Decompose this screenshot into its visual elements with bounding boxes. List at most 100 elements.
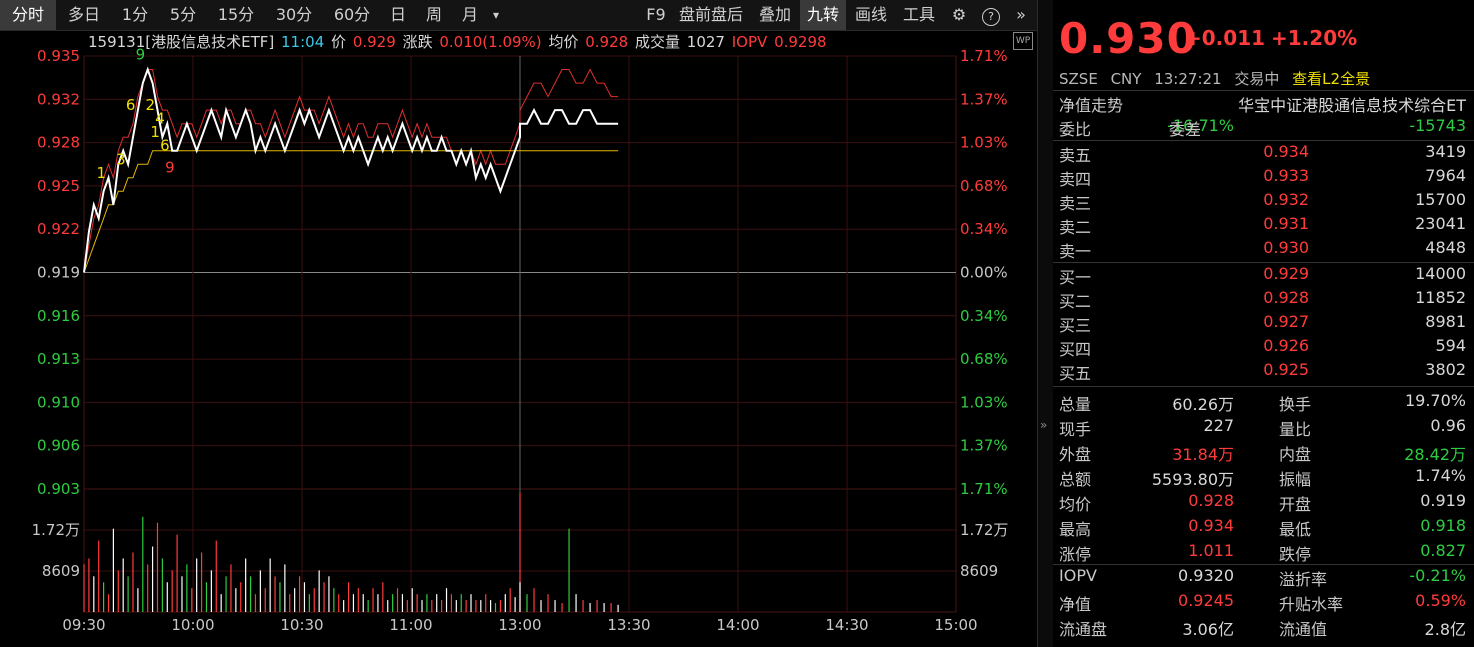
separator xyxy=(1053,386,1474,387)
iopv-label: IOPV xyxy=(731,33,768,51)
stat-value: 3.06亿 xyxy=(1182,620,1234,639)
market-meta: SZSE CNY 13:27:21 交易中 查看L2全景 xyxy=(1059,68,1378,89)
stat-value: 0.928 xyxy=(1188,491,1234,510)
ask-volume: 23041 xyxy=(1415,214,1466,233)
nav-trend-label[interactable]: 净值走势 xyxy=(1059,96,1124,115)
price-tick-label: 0.928 xyxy=(37,134,80,152)
stat-value: 0.919 xyxy=(1420,491,1466,510)
gear-icon[interactable]: ⚙ xyxy=(951,5,967,24)
nine-turn-marker: 9 xyxy=(165,159,175,177)
percent-tick-label: 1.37% xyxy=(960,90,1008,108)
price-tick-label: 0.910 xyxy=(37,393,80,411)
bid-level-row[interactable]: 买三 0.927 8981 xyxy=(1053,312,1474,336)
ask-level-row[interactable]: 卖三 0.932 15700 xyxy=(1053,190,1474,214)
period-more-dropdown-icon[interactable]: ▾ xyxy=(492,8,500,22)
price-label: 价 xyxy=(331,33,347,51)
bid-level-row[interactable]: 买五 0.925 3802 xyxy=(1053,360,1474,384)
f9-button[interactable]: F9 xyxy=(646,5,666,24)
stat-value: 0.934 xyxy=(1188,516,1234,535)
tab-1min[interactable]: 1分 xyxy=(121,5,149,24)
tab-30min[interactable]: 30分 xyxy=(275,5,313,24)
order-ratio-label: 委比 xyxy=(1059,120,1092,139)
stat-label: IOPV xyxy=(1059,566,1097,585)
bid-volume: 11852 xyxy=(1415,288,1466,307)
price-tick-label: 0.922 xyxy=(37,220,80,238)
stat-value: 0.918 xyxy=(1420,516,1466,535)
stat-row: IOPV 0.9320 溢折率 -0.21% xyxy=(1053,566,1474,590)
bid-volume: 3802 xyxy=(1425,360,1466,379)
tab-60min[interactable]: 60分 xyxy=(333,5,371,24)
ask-level-row[interactable]: 卖五 0.934 3419 xyxy=(1053,142,1474,166)
order-diff-label: 委差 xyxy=(1169,120,1202,139)
wp-badge-icon[interactable]: WP xyxy=(1013,32,1033,50)
tools-button[interactable]: 工具 xyxy=(902,5,935,24)
nine-turn-marker: 3 xyxy=(116,150,126,168)
tab-intraday[interactable]: 分时 xyxy=(0,0,56,30)
ask-volume: 4848 xyxy=(1425,238,1466,257)
time-tick-label: 14:30 xyxy=(825,616,868,634)
ask-level-label: 卖四 xyxy=(1059,170,1092,189)
nine-turn-marker: 1 xyxy=(150,123,160,141)
stat-value: 2.8亿 xyxy=(1424,620,1466,639)
help-icon[interactable]: ? xyxy=(978,0,1004,30)
volume-label: 成交量 xyxy=(634,33,680,51)
order-diff-value: -15743 xyxy=(1409,116,1466,135)
price-tick-label: 0.913 xyxy=(37,350,80,368)
ask-level-row[interactable]: 卖四 0.933 7964 xyxy=(1053,166,1474,190)
tab-day[interactable]: 日 xyxy=(389,5,406,24)
bid-level-row[interactable]: 买二 0.928 11852 xyxy=(1053,288,1474,312)
fund-name: 华宝中证港股通信息技术综合ET xyxy=(1238,96,1466,115)
stat-value: 19.70% xyxy=(1404,391,1466,410)
nine-turn-marker: 4 xyxy=(155,110,165,128)
price-tick-label: 0.919 xyxy=(37,264,80,282)
stat-value: 227 xyxy=(1203,416,1234,435)
time-tick-label: 13:30 xyxy=(607,616,650,634)
expand-icon[interactable]: » xyxy=(1016,5,1026,24)
avg-label: 均价 xyxy=(548,33,579,51)
pre-post-market-button[interactable]: 盘前盘后 xyxy=(678,5,743,24)
ask-level-row[interactable]: 卖一 0.930 4848 xyxy=(1053,238,1474,262)
percent-tick-label: 0.34% xyxy=(960,220,1008,238)
percent-tick-label: 1.37% xyxy=(960,437,1008,455)
bid-level-label: 买一 xyxy=(1059,268,1092,287)
stat-label: 均价 xyxy=(1059,495,1092,514)
stat-value: 1.011 xyxy=(1188,541,1234,560)
avg-value: 0.928 xyxy=(585,33,629,51)
ask-level-label: 卖二 xyxy=(1059,218,1092,237)
price-change: +0.011 xyxy=(1185,26,1266,50)
tab-month[interactable]: 月 xyxy=(461,5,478,24)
price-change-pct: +1.20% xyxy=(1271,26,1358,50)
tab-multi-day[interactable]: 多日 xyxy=(67,5,100,24)
collapse-panel-icon[interactable]: » xyxy=(1040,418,1048,432)
stat-row: 总量 60.26万 换手 19.70% xyxy=(1053,391,1474,415)
tab-15min[interactable]: 15分 xyxy=(217,5,255,24)
overlay-button[interactable]: 叠加 xyxy=(758,5,791,24)
intraday-chart[interactable]: 0.935 0.932 0.928 0.925 0.922 0.919 0.916 0.913… xyxy=(0,30,1037,647)
l2-panorama-link[interactable]: 查看L2全景 xyxy=(1292,70,1371,88)
stat-label: 跌停 xyxy=(1279,545,1312,564)
ask-price: 0.932 xyxy=(1263,190,1309,209)
draw-line-button[interactable]: 画线 xyxy=(854,5,887,24)
tab-5min[interactable]: 5分 xyxy=(169,5,197,24)
bid-level-row[interactable]: 买一 0.929 14000 xyxy=(1053,264,1474,288)
bid-level-label: 买四 xyxy=(1059,340,1092,359)
ask-level-row[interactable]: 卖二 0.931 23041 xyxy=(1053,214,1474,238)
percent-tick-label: 1.03% xyxy=(960,134,1008,152)
iopv-line xyxy=(83,68,619,273)
time-tick-label: 10:30 xyxy=(280,616,323,634)
stat-value: 0.9320 xyxy=(1178,566,1234,585)
tab-week[interactable]: 周 xyxy=(425,5,442,24)
nav-trend-row[interactable]: 净值走势 华宝中证港股通信息技术综合ET xyxy=(1053,92,1474,116)
panel-divider[interactable] xyxy=(1037,0,1054,647)
stat-label: 外盘 xyxy=(1059,445,1092,464)
bid-level-row[interactable]: 买四 0.926 594 xyxy=(1053,336,1474,360)
price-tick-label: 0.903 xyxy=(37,480,80,498)
ask-volume: 3419 xyxy=(1425,142,1466,161)
bid-volume: 14000 xyxy=(1415,264,1466,283)
nine-turn-button[interactable]: 九转 xyxy=(800,0,846,30)
percent-tick-label: 1.03% xyxy=(960,393,1008,411)
separator xyxy=(1053,90,1474,91)
stat-value: 0.96 xyxy=(1430,416,1466,435)
cursor-time: 11:04 xyxy=(281,33,325,51)
stat-row: 总额 5593.80万 振幅 1.74% xyxy=(1053,466,1474,490)
